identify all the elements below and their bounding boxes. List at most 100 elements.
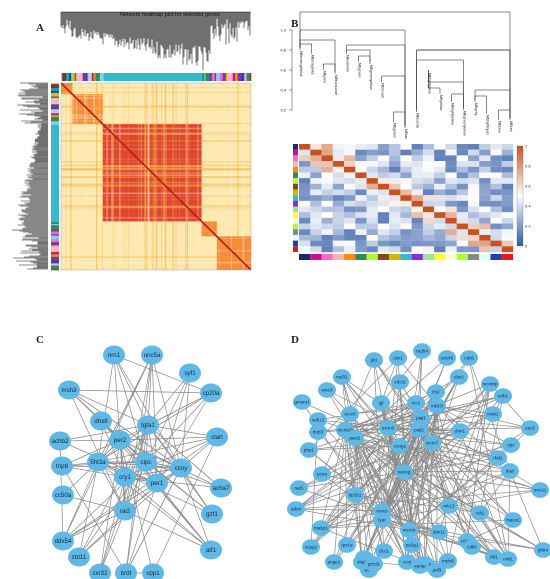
node-circle: [68, 547, 90, 567]
network-node[interactable]: nanog: [395, 464, 413, 480]
network-node[interactable]: acha7: [210, 478, 232, 498]
network-node[interactable]: smc3: [318, 382, 336, 398]
network-node[interactable]: tpx1a: [338, 537, 356, 553]
network-node[interactable]: 5ht3a: [87, 452, 109, 472]
network-node[interactable]: syf1: [179, 363, 201, 383]
network-node[interactable]: pial2: [410, 422, 428, 438]
network-node[interactable]: mcmbp: [481, 376, 499, 392]
network-node[interactable]: igf: [372, 395, 390, 411]
network-node[interactable]: tripb: [51, 456, 73, 476]
network-node[interactable]: cdt1: [471, 505, 489, 521]
network-node[interactable]: msh2: [484, 406, 502, 422]
network-node[interactable]: pcna: [313, 466, 331, 482]
network-node[interactable]: ercc6: [341, 406, 359, 422]
network-node[interactable]: psf3: [428, 562, 446, 578]
network-node[interactable]: paxi1: [346, 430, 364, 446]
network-node[interactable]: rfd1: [485, 549, 503, 565]
network-node[interactable]: xpc: [502, 437, 520, 453]
network-node[interactable]: cc50a: [52, 485, 74, 505]
network-node[interactable]: achb2: [49, 431, 71, 451]
network-node[interactable]: tip1b1: [346, 487, 364, 503]
network-node[interactable]: ccng1: [391, 438, 409, 454]
network-node[interactable]: mlh1: [494, 388, 512, 404]
network-node[interactable]: cdc1t: [391, 374, 409, 390]
network-node[interactable]: cdc6: [460, 350, 478, 366]
network-node[interactable]: cp20a: [200, 383, 222, 403]
network-node[interactable]: rad54: [413, 343, 431, 359]
network-node[interactable]: gzf1: [201, 504, 223, 524]
network-node[interactable]: ccny: [170, 458, 192, 478]
node-circle: [341, 406, 359, 422]
network-node[interactable]: nml1: [499, 551, 517, 567]
network-edge: [420, 417, 531, 429]
node-circle: [365, 352, 383, 368]
network-node[interactable]: msh3: [58, 380, 80, 400]
network-node[interactable]: dmt1: [451, 423, 469, 439]
network-edge: [78, 424, 149, 558]
network-node[interactable]: mk67i: [428, 398, 446, 414]
network-node[interactable]: per1: [146, 473, 168, 493]
network-node[interactable]: ddx4: [287, 501, 305, 517]
network-node[interactable]: cipc: [135, 452, 157, 472]
network-node[interactable]: clart: [206, 427, 228, 447]
network-node[interactable]: md31: [333, 369, 351, 385]
network-node[interactable]: glci: [365, 352, 383, 368]
node-label: cipc: [140, 459, 151, 466]
network-node[interactable]: mcm4: [400, 522, 418, 538]
node-label: ccpg1: [305, 545, 318, 550]
network-node[interactable]: ange1: [325, 554, 343, 570]
network-node[interactable]: dazl: [501, 463, 519, 479]
network-node[interactable]: nrn1: [103, 345, 125, 365]
network-node[interactable]: ghtm: [534, 542, 550, 558]
network-edge: [156, 482, 212, 551]
network-node[interactable]: cbx2: [450, 369, 468, 385]
network-node[interactable]: tgfa1: [137, 415, 159, 435]
network-node[interactable]: rcc1: [407, 395, 425, 411]
network-node[interactable]: atf1: [200, 540, 222, 560]
network-node[interactable]: gmcl1: [365, 556, 383, 572]
network-edge: [341, 376, 383, 512]
network-node[interactable]: esc2: [521, 420, 539, 436]
network-node[interactable]: ddx11: [430, 524, 448, 540]
network-node[interactable]: rai2: [114, 501, 136, 521]
network-node[interactable]: ccpg1: [302, 539, 320, 555]
network-node[interactable]: unc5a: [141, 345, 163, 365]
node-label: bub3: [313, 430, 324, 435]
network-node[interactable]: cbx1: [389, 350, 407, 366]
network-node[interactable]: ccnj: [398, 554, 416, 570]
network-node[interactable]: bub3: [309, 424, 327, 440]
network-node[interactable]: mcm3: [379, 420, 397, 436]
network-node[interactable]: pbp1: [300, 442, 318, 458]
network-node[interactable]: brdt: [115, 563, 137, 579]
network-node[interactable]: dhx8: [90, 411, 112, 431]
network-node[interactable]: lyar: [373, 512, 391, 528]
network-node[interactable]: per2: [109, 430, 131, 450]
network-node[interactable]: mabp1: [312, 520, 330, 536]
network-node[interactable]: pa2g1: [403, 537, 421, 553]
network-node[interactable]: mk13: [440, 498, 458, 514]
network-node[interactable]: lrs2: [427, 384, 445, 400]
network-node[interactable]: mcm7: [423, 435, 441, 451]
network-node[interactable]: vpp1: [142, 563, 164, 579]
network-node[interactable]: cxr32: [89, 563, 111, 579]
network-node[interactable]: rad1: [290, 480, 308, 496]
network-node[interactable]: cdc45: [438, 350, 456, 366]
network-node[interactable]: dcc1: [375, 543, 393, 559]
node-label: ercc6: [344, 412, 356, 417]
node-circle: [365, 556, 383, 572]
node-label: ccng1: [394, 444, 407, 449]
network-node[interactable]: gmem1: [293, 394, 311, 410]
network-edge: [61, 465, 127, 574]
node-label: tgfa1: [141, 422, 155, 429]
network-node[interactable]: ndh13: [309, 412, 327, 428]
node-circle: [534, 542, 550, 558]
network-node[interactable]: cdk6: [463, 539, 481, 555]
network-node[interactable]: cry1: [114, 467, 136, 487]
panel-a-label: A: [36, 22, 44, 34]
network-node[interactable]: maco1: [504, 512, 522, 528]
network-node[interactable]: mre11: [531, 482, 549, 498]
network-node[interactable]: zbt11: [68, 547, 90, 567]
network-node[interactable]: rhd1: [489, 450, 507, 466]
network-node[interactable]: pial1: [412, 410, 430, 426]
network-node[interactable]: ddx54: [52, 531, 74, 551]
